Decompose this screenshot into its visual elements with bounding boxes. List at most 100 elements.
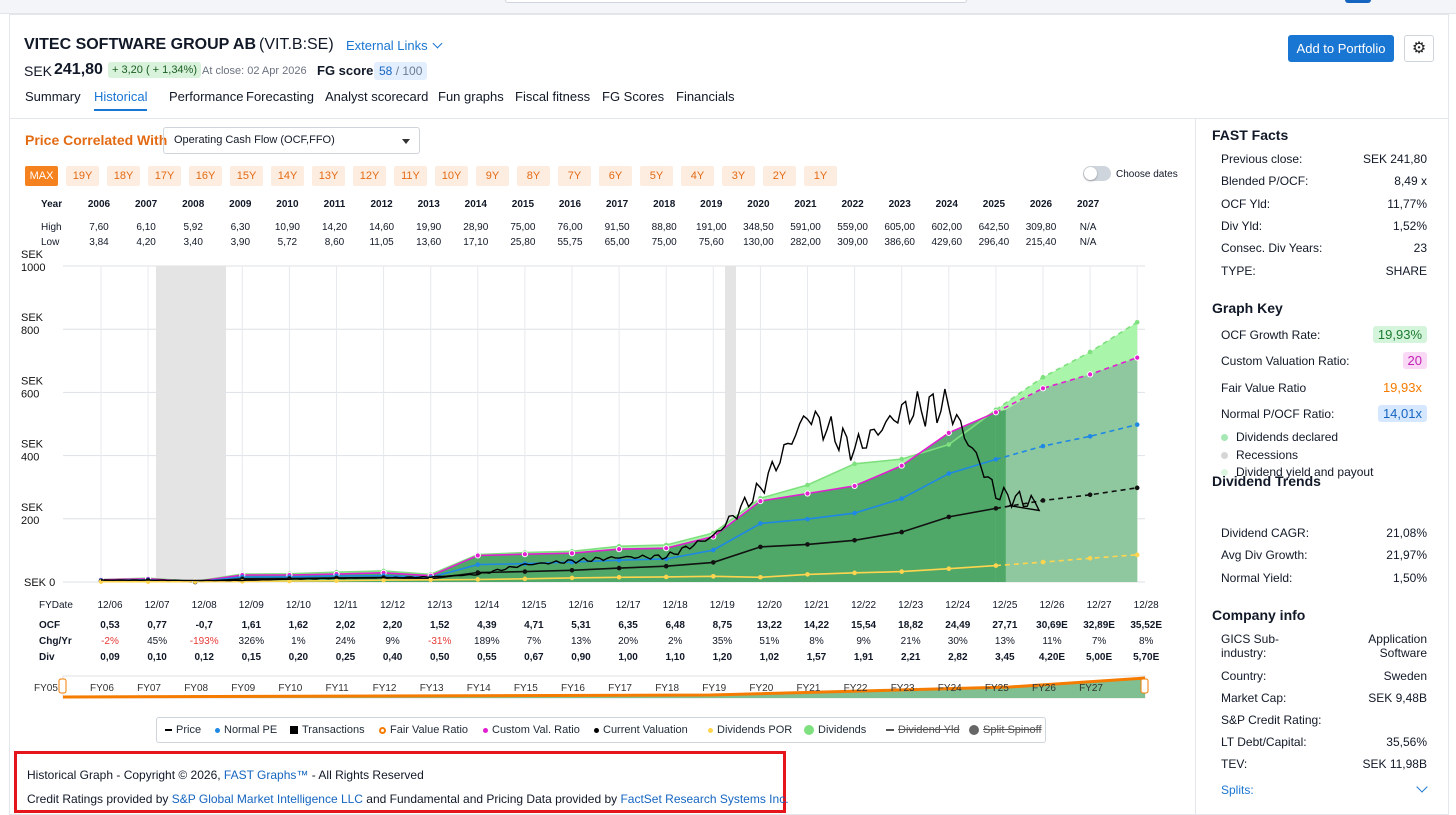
hl-cell: 602,00 [931, 222, 963, 233]
tab-performance[interactable]: Performance [169, 89, 244, 104]
external-links-dropdown[interactable]: External Links [346, 38, 443, 53]
company-info-row: LT Debt/Capital: 35,56% [1221, 735, 1427, 749]
legend-item[interactable]: Current Valuation [594, 718, 688, 742]
settings-button[interactable]: ⚙ [1404, 35, 1434, 62]
fund-cell: 0,40 [382, 652, 403, 663]
factset-link[interactable]: FactSet Research Systems Inc. [620, 792, 789, 806]
navigator-handle-right[interactable] [1140, 678, 1149, 694]
fast-fact-row: TYPE: SHARE [1221, 264, 1427, 278]
hl-cell: 2017 [605, 199, 629, 210]
range-button-17y[interactable]: 17Y [148, 166, 181, 186]
range-button-9y[interactable]: 9Y [476, 166, 509, 186]
range-button-max[interactable]: MAX [25, 166, 58, 186]
current-valuation-point [852, 537, 857, 543]
hl-cell: 91,50 [604, 222, 630, 233]
legend-item[interactable]: Dividend Yld [886, 718, 960, 742]
range-button-10y[interactable]: 10Y [435, 166, 468, 186]
legend-item[interactable]: Custom Val. Ratio [483, 718, 580, 742]
hl-cell: 10,90 [274, 222, 300, 233]
tab-forecasting[interactable]: Forecasting [246, 89, 314, 104]
range-button-4y[interactable]: 4Y [681, 166, 714, 186]
legend-item[interactable]: Dividends POR [708, 718, 792, 742]
hl-cell: 75,60 [698, 237, 724, 248]
chevron-down-icon[interactable] [1416, 781, 1428, 793]
navigator-handle-left[interactable] [58, 678, 67, 694]
custom-val-point [663, 545, 670, 552]
custom-val-point [616, 546, 623, 553]
tab-summary[interactable]: Summary [25, 89, 81, 104]
hl-cell: 8,60 [324, 237, 345, 248]
range-button-8y[interactable]: 8Y [517, 166, 550, 186]
range-button-7y[interactable]: 7Y [558, 166, 591, 186]
range-button-3y[interactable]: 3Y [722, 166, 755, 186]
fund-cell: 12/18 [662, 600, 688, 611]
fund-cell: 12/21 [803, 600, 830, 611]
metric-select[interactable]: Operating Cash Flow (OCF,FFO) [163, 127, 420, 154]
hl-cell: 309,00 [837, 237, 868, 248]
range-button-1y[interactable]: 1Y [804, 166, 837, 186]
splits-link[interactable]: Splits: [1221, 783, 1254, 797]
fast-graphs-link[interactable]: FAST Graphs™ [223, 768, 309, 782]
tab-financials[interactable]: Financials [676, 89, 735, 104]
legend-item[interactable]: Price [165, 718, 201, 742]
range-button-14y[interactable]: 14Y [271, 166, 304, 186]
range-button-6y[interactable]: 6Y [599, 166, 632, 186]
choose-dates-toggle[interactable] [1083, 166, 1111, 181]
legend-marker-icon [969, 725, 979, 736]
tab-fiscal-fitness[interactable]: Fiscal fitness [515, 89, 591, 104]
range-button-18y[interactable]: 18Y [107, 166, 140, 186]
copyright-box: Historical Graph - Copyright © 2026, FAS… [14, 751, 789, 813]
tab-historical[interactable]: Historical [94, 89, 148, 111]
graph-key-row: OCF Growth Rate: 19,93% [1221, 326, 1427, 343]
fund-cell: 12/25 [992, 600, 1018, 611]
fast-fact-row-label: Div Yld: [1221, 218, 1263, 233]
legend-item[interactable]: Transactions [290, 718, 365, 742]
legend-item[interactable]: Normal PE [215, 718, 277, 742]
key-dot-icon [1221, 469, 1228, 476]
graph-key-badge[interactable]: 19,93% [1372, 326, 1427, 343]
historical-chart[interactable]: SEK 0SEK200SEK400SEK600SEK800SEK1000FY05… [10, 119, 1195, 714]
graph-key-badge[interactable]: 14,01x [1377, 404, 1427, 422]
add-to-portfolio-button[interactable]: Add to Portfolio [1288, 35, 1394, 62]
custom-val-point [1039, 385, 1047, 392]
current-valuation-point [1087, 492, 1093, 498]
graph-key-badge[interactable]: 20 [1402, 352, 1427, 370]
sp-global-link[interactable]: S&P Global Market Intelligence LLC [171, 792, 363, 806]
fund-cell: 12/28 [1133, 600, 1159, 611]
tab-analyst-scorecard[interactable]: Analyst scorecard [325, 89, 429, 104]
range-button-12y[interactable]: 12Y [353, 166, 386, 186]
fund-cell: 18,82 [898, 620, 924, 631]
dividends-point [946, 442, 952, 447]
fund-cell: 0,67 [524, 652, 544, 663]
dividends-por-point [334, 578, 339, 584]
fund-cell: 24% [335, 636, 356, 647]
tab-fun-graphs[interactable]: Fun graphs [438, 89, 504, 104]
y-tick-label: 600 [21, 388, 39, 400]
legend-item[interactable]: Split Spinoff [969, 718, 1042, 742]
fund-cell: 2,21 [900, 652, 921, 663]
address-bar-edge[interactable] [505, 0, 967, 3]
graph-key-badge[interactable]: 19,93x [1377, 378, 1427, 396]
profile-pill[interactable] [1345, 0, 1371, 3]
custom-val-point [521, 551, 529, 558]
tab-fg-scores[interactable]: FG Scores [602, 89, 665, 104]
range-button-13y[interactable]: 13Y [312, 166, 345, 186]
range-button-2y[interactable]: 2Y [763, 166, 796, 186]
range-button-16y[interactable]: 16Y [189, 166, 222, 186]
legend-item[interactable]: Dividends [804, 718, 866, 742]
range-button-11y[interactable]: 11Y [394, 166, 427, 186]
dividends-por-point [475, 577, 481, 582]
hl-row-label: Year [41, 199, 63, 210]
hl-cell: 55,75 [557, 237, 583, 248]
range-button-5y[interactable]: 5Y [640, 166, 673, 186]
range-button-19y[interactable]: 19Y [66, 166, 99, 186]
legend-item[interactable]: Fair Value Ratio [379, 718, 468, 742]
navigator-label: FY18 [655, 683, 679, 694]
fg-score-badge[interactable]: 58 / 100 [374, 62, 428, 80]
gics-value: Application Software [1368, 632, 1427, 660]
company-info-row: TEV: SEK 11,98B [1221, 757, 1427, 771]
y-tick-label: 1000 [21, 262, 45, 274]
fund-cell: 35,52E [1130, 620, 1163, 631]
range-button-15y[interactable]: 15Y [230, 166, 263, 186]
fund-cell: 1,57 [806, 652, 827, 663]
